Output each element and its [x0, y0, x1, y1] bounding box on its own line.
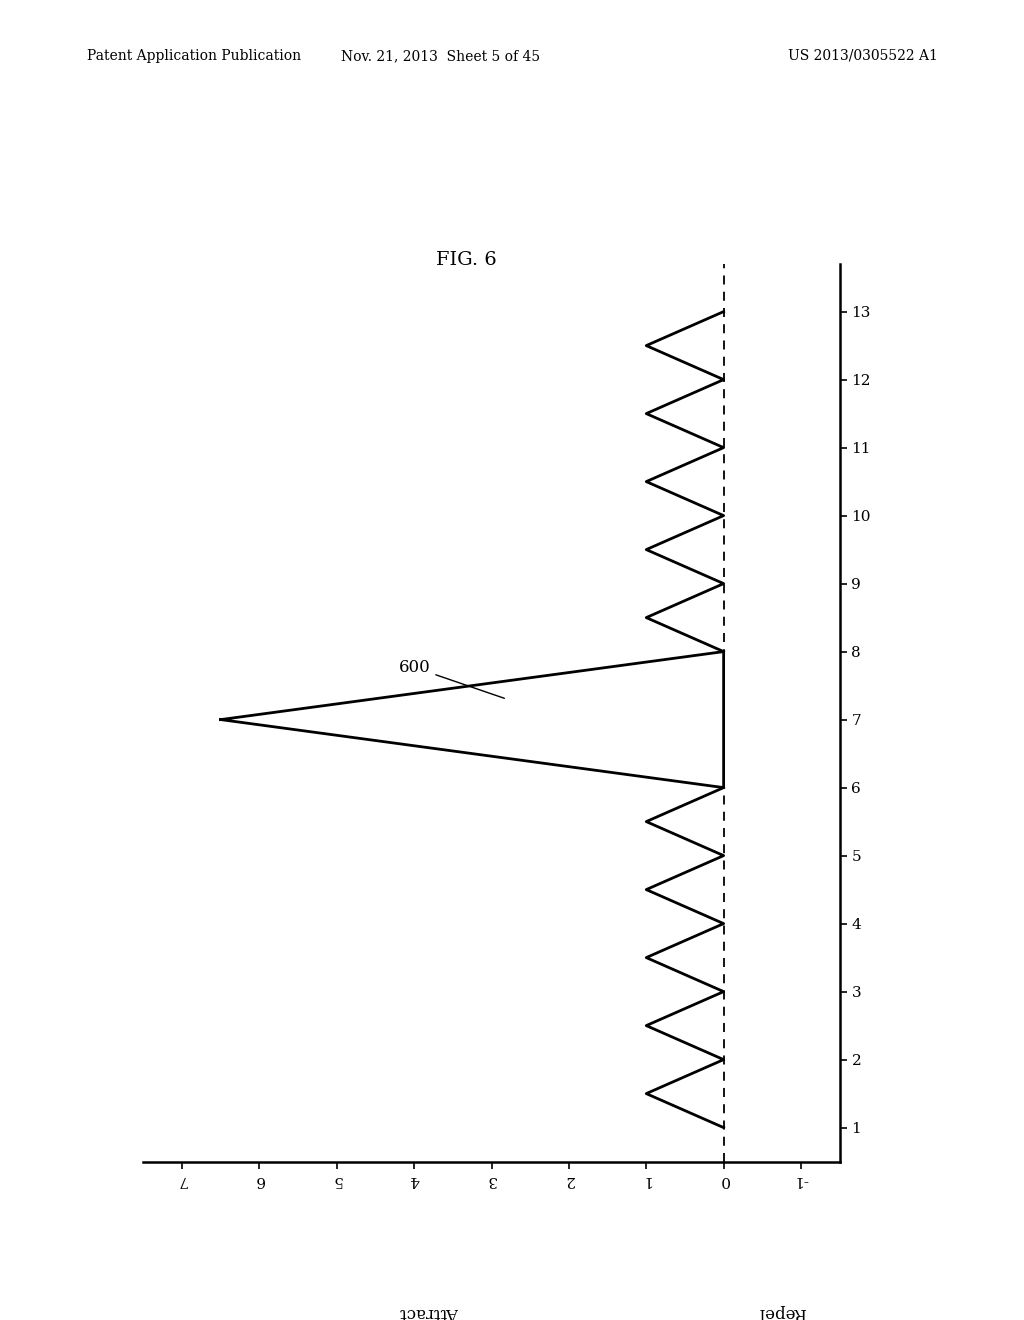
Text: Nov. 21, 2013  Sheet 5 of 45: Nov. 21, 2013 Sheet 5 of 45 [341, 49, 540, 63]
Text: US 2013/0305522 A1: US 2013/0305522 A1 [788, 49, 938, 63]
Text: FIG. 6: FIG. 6 [435, 251, 497, 269]
Text: Attract: Attract [400, 1304, 459, 1320]
Text: Patent Application Publication: Patent Application Publication [87, 49, 301, 63]
Text: 600: 600 [398, 659, 505, 698]
Text: Repel: Repel [758, 1304, 806, 1320]
